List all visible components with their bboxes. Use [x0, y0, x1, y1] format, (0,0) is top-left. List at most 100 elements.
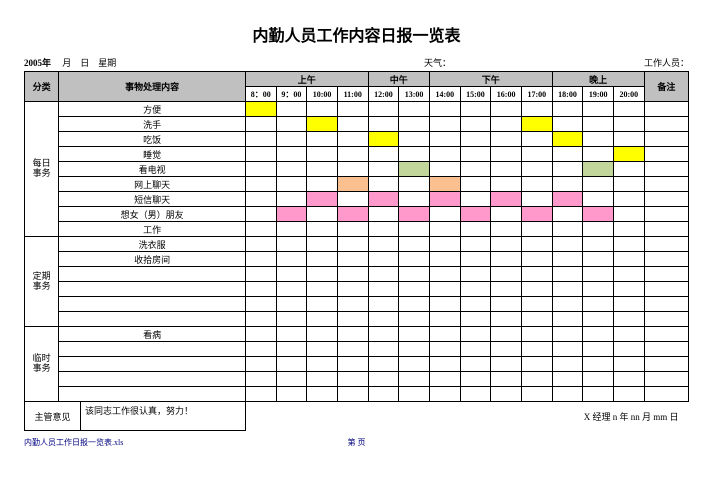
time-cell — [337, 207, 368, 222]
time-cell — [399, 342, 430, 357]
time-cell — [491, 267, 522, 282]
time-cell — [491, 192, 522, 207]
time-cell — [429, 282, 460, 297]
time-cell — [399, 132, 430, 147]
time-cell — [399, 297, 430, 312]
time-cell — [460, 342, 491, 357]
content-cell — [59, 267, 246, 282]
time-cell — [491, 237, 522, 252]
time-cell — [368, 357, 399, 372]
time-cell — [521, 312, 552, 327]
time-cell — [491, 162, 522, 177]
time-cell — [583, 177, 614, 192]
time-cell — [399, 192, 430, 207]
time-cell — [307, 222, 338, 237]
supervisor-sign: X 经理 n 年 nn 月 mm 日 — [245, 402, 688, 431]
time-cell — [460, 207, 491, 222]
time-cell — [429, 252, 460, 267]
time-cell — [460, 102, 491, 117]
time-cell — [399, 372, 430, 387]
header-noon: 中午 — [368, 72, 429, 87]
content-cell: 看病 — [59, 327, 246, 342]
time-cell — [552, 207, 583, 222]
time-cell — [337, 312, 368, 327]
footer-page: 第 页 — [348, 437, 366, 448]
time-cell — [521, 177, 552, 192]
content-cell — [59, 312, 246, 327]
time-cell — [307, 192, 338, 207]
time-cell — [521, 147, 552, 162]
time-slot-header: 10:00 — [307, 87, 338, 102]
time-cell — [337, 237, 368, 252]
time-cell — [583, 102, 614, 117]
content-cell: 工作 — [59, 222, 246, 237]
time-cell — [583, 132, 614, 147]
time-cell — [429, 222, 460, 237]
header-note: 备注 — [644, 72, 688, 102]
time-cell — [552, 312, 583, 327]
time-cell — [368, 177, 399, 192]
time-cell — [276, 147, 307, 162]
time-slot-header: 13:00 — [399, 87, 430, 102]
time-cell — [429, 192, 460, 207]
time-cell — [276, 237, 307, 252]
time-cell — [307, 357, 338, 372]
time-cell — [276, 162, 307, 177]
page-title: 内勤人员工作内容日报一览表 — [24, 22, 689, 46]
time-slot-header: 12:00 — [368, 87, 399, 102]
time-cell — [460, 222, 491, 237]
time-cell — [276, 357, 307, 372]
time-cell — [368, 252, 399, 267]
time-cell — [399, 162, 430, 177]
time-cell — [245, 252, 276, 267]
time-cell — [491, 177, 522, 192]
time-cell — [337, 372, 368, 387]
time-cell — [583, 267, 614, 282]
time-cell — [552, 297, 583, 312]
time-cell — [614, 192, 645, 207]
time-cell — [429, 372, 460, 387]
time-cell — [368, 222, 399, 237]
time-cell — [460, 192, 491, 207]
time-cell — [614, 222, 645, 237]
time-cell — [368, 147, 399, 162]
header-evening: 晚上 — [552, 72, 644, 87]
time-cell — [307, 177, 338, 192]
time-cell — [460, 372, 491, 387]
note-cell — [644, 252, 688, 267]
weekday-label: 星期 — [98, 58, 116, 68]
time-cell — [552, 147, 583, 162]
note-cell — [644, 117, 688, 132]
time-cell — [245, 102, 276, 117]
content-cell — [59, 387, 246, 402]
content-cell: 睡觉 — [59, 147, 246, 162]
info-row: 2005年 月 日 星期 天气： 工作人员： — [24, 56, 689, 69]
category-cell: 定期事务 — [25, 237, 59, 327]
time-cell — [276, 312, 307, 327]
time-slot-header: 15:00 — [460, 87, 491, 102]
time-cell — [245, 192, 276, 207]
time-cell — [460, 387, 491, 402]
time-cell — [307, 327, 338, 342]
time-cell — [245, 297, 276, 312]
time-cell — [307, 342, 338, 357]
time-cell — [491, 252, 522, 267]
time-cell — [368, 102, 399, 117]
time-cell — [429, 312, 460, 327]
time-cell — [429, 342, 460, 357]
time-cell — [521, 192, 552, 207]
time-cell — [491, 297, 522, 312]
time-cell — [521, 327, 552, 342]
time-cell — [460, 237, 491, 252]
time-cell — [552, 282, 583, 297]
note-cell — [644, 327, 688, 342]
time-cell — [368, 132, 399, 147]
content-cell: 方便 — [59, 102, 246, 117]
time-cell — [276, 297, 307, 312]
time-cell — [245, 132, 276, 147]
time-cell — [399, 207, 430, 222]
time-cell — [521, 387, 552, 402]
header-content: 事物处理内容 — [59, 72, 246, 102]
time-cell — [460, 357, 491, 372]
time-cell — [368, 207, 399, 222]
